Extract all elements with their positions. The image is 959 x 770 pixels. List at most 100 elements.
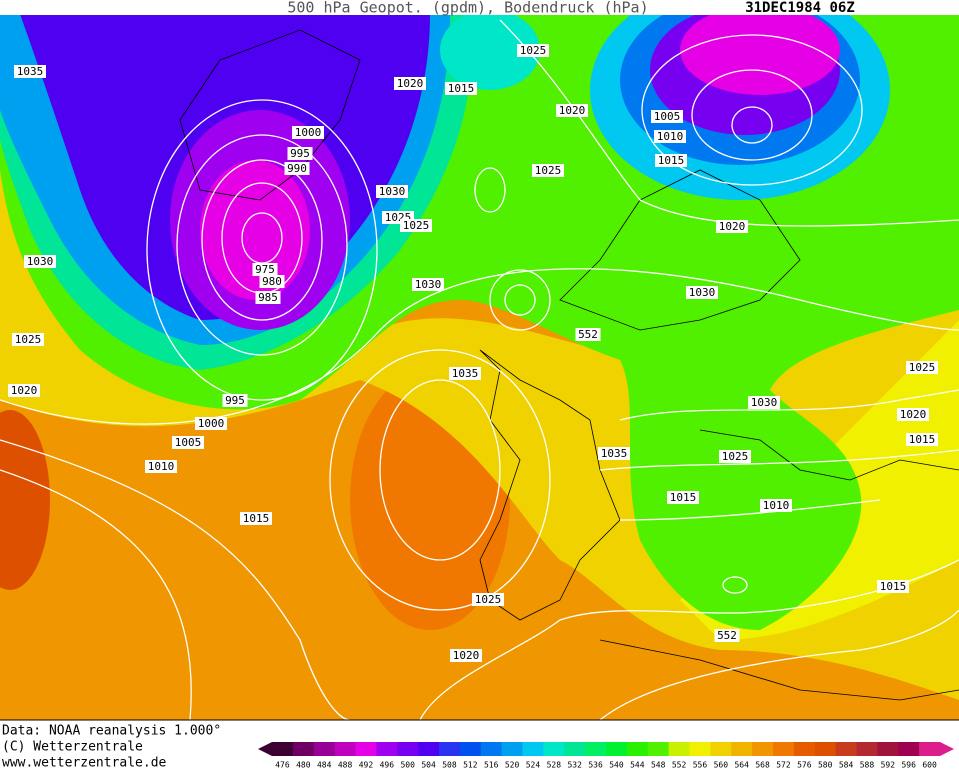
footer-line: (C) Wetterzentrale	[2, 740, 143, 755]
isobar-label-box	[906, 433, 938, 446]
isobar-label-box	[292, 126, 324, 139]
colorbar-label: 552	[672, 761, 687, 770]
warm-core	[0, 410, 50, 590]
isobar-label: 1035	[601, 447, 628, 460]
isobar-label: 1020	[900, 408, 927, 421]
colorbar-swatch	[376, 742, 398, 756]
isobar-label-box	[195, 417, 227, 430]
colorbar-label: 492	[359, 761, 374, 770]
isobar-label-box	[24, 255, 56, 268]
coastline	[479, 349, 621, 621]
colorbar-swatch	[543, 742, 565, 756]
colorbar-swatch	[564, 742, 586, 756]
colorbar-label: 536	[588, 761, 603, 770]
isobar-label-box	[472, 593, 504, 606]
footer-line: www.wetterzentrale.de	[2, 756, 167, 770]
isobar-label: 1025	[909, 361, 936, 374]
isobars	[0, 19, 959, 721]
isobar-label: 552	[717, 629, 737, 642]
isobar-label-box	[906, 361, 938, 374]
isobar-label: 990	[287, 162, 307, 175]
isobar-label: 975	[255, 263, 275, 276]
isobar-label-box	[719, 450, 751, 463]
isobar-label: 1030	[27, 255, 54, 268]
isobar-label: 1025	[403, 219, 430, 232]
isobar-label-box	[716, 220, 748, 233]
colorbar-label: 508	[442, 761, 457, 770]
colorbar-swatch	[752, 742, 774, 756]
isobar-label-box	[686, 286, 718, 299]
low-core	[200, 160, 310, 300]
isobar-label: 1030	[379, 185, 406, 198]
isobar-label-box	[651, 110, 683, 123]
colorbar-swatch	[668, 742, 690, 756]
colorbar-label: 556	[693, 761, 708, 770]
isobar-label-box	[259, 275, 285, 288]
colorbar-swatch	[689, 742, 711, 756]
isobar-label: 1025	[520, 44, 547, 57]
colorbar-arrow	[940, 742, 954, 756]
isobar-label: 1025	[722, 450, 749, 463]
isobar-label: 995	[225, 394, 245, 407]
isobar-label-box	[532, 164, 564, 177]
isobar-label: 1030	[689, 286, 716, 299]
colorbar-swatch	[856, 742, 878, 756]
map-title: 500 hPa Geopot. (gpdm), Bodendruck (hPa)	[287, 0, 648, 17]
colorbar-label: 560	[714, 761, 729, 770]
isobar-label: 1015	[880, 580, 907, 593]
isobar-label: 985	[258, 291, 278, 304]
colorbar-swatch	[814, 742, 837, 756]
colorbar: 476 480 484 488 492 496 500 504 508 512 516 520 524 5…	[258, 742, 954, 770]
colorbar-swatch	[710, 742, 732, 756]
isobar-label: 1020	[719, 220, 746, 233]
isobar-label-box	[172, 436, 204, 449]
colorbar-label: 588	[860, 761, 875, 770]
low-core	[680, 5, 840, 95]
colorbar-swatch	[835, 742, 857, 756]
cyan-zone	[440, 10, 540, 90]
footer-line: Data: NOAA reanalysis 1.000°	[2, 724, 221, 739]
colorbar-label: 524	[526, 761, 541, 770]
isobar-label: 1020	[397, 77, 424, 90]
colorbar-swatch	[919, 742, 941, 756]
isobar-label-box	[284, 162, 310, 175]
isobar-label-box	[376, 185, 408, 198]
isobar-label-box	[654, 130, 686, 143]
colorbar-swatch	[877, 742, 899, 756]
colorbar-label: 592	[881, 761, 896, 770]
coastline	[699, 429, 959, 481]
colorbar-swatch	[501, 742, 523, 756]
isobar-label: 1020	[559, 104, 586, 117]
isobar-label: 1010	[763, 499, 790, 512]
colorbar-label: 548	[651, 761, 666, 770]
map-date: 31DEC1984 06Z	[745, 0, 855, 16]
isobar-label-box	[240, 512, 272, 525]
isobar-label: 1010	[657, 130, 684, 143]
isobar-label-box	[714, 629, 740, 642]
isobar-label: 1015	[909, 433, 936, 446]
isobar-label-box	[14, 65, 46, 78]
colorbar-label: 504	[421, 761, 436, 770]
colorbar-swatch	[418, 742, 440, 756]
isobar-label-box	[655, 154, 687, 167]
colorbar-swatch	[355, 742, 377, 756]
isobar-label-box	[748, 396, 780, 409]
colorbar-swatch	[773, 742, 795, 756]
colorbar-swatch	[898, 742, 920, 756]
isobar-label-box	[760, 499, 792, 512]
colorbar-swatch	[731, 742, 753, 756]
colorbar-label: 500	[400, 761, 415, 770]
isobar-label-box	[412, 278, 444, 291]
colorbar-arrow	[258, 742, 272, 756]
isobar-label: 1025	[15, 333, 42, 346]
colorbar-label: 544	[630, 761, 645, 770]
colorbar-label: 512	[463, 761, 478, 770]
colorbar-label: 584	[839, 761, 854, 770]
colorbar-swatch	[292, 742, 315, 756]
isobar-label: 1020	[11, 384, 38, 397]
isobar-label-box	[598, 447, 630, 460]
isobar-label: 1030	[751, 396, 778, 409]
isobar-label-box	[449, 367, 481, 380]
coastline	[599, 639, 959, 701]
